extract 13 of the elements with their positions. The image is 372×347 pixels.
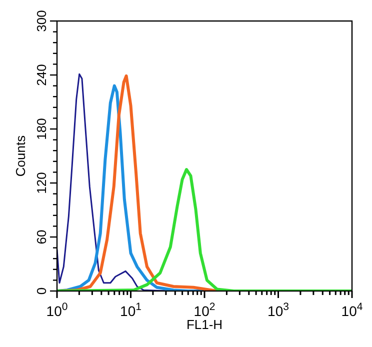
y-tick-label: 0 xyxy=(34,287,49,295)
y-axis-title: Counts xyxy=(13,134,28,177)
x-tick-label: 10$^{3}$ xyxy=(268,301,290,319)
x-axis-title: FL1-H xyxy=(186,317,223,332)
y-tick-label: 120 xyxy=(34,172,49,194)
y-tick-label: 180 xyxy=(34,118,49,140)
x-tick-label: 10$^{4}$ xyxy=(341,301,363,319)
y-tick-label: 60 xyxy=(34,230,49,244)
y-tick-label: 300 xyxy=(34,10,49,32)
x-tick-label: 10$^{1}$ xyxy=(120,301,142,319)
x-tick-label: 10$^{0}$ xyxy=(46,301,68,319)
y-tick-label: 240 xyxy=(34,64,49,86)
x-tick-label: 10$^{2}$ xyxy=(194,301,216,319)
